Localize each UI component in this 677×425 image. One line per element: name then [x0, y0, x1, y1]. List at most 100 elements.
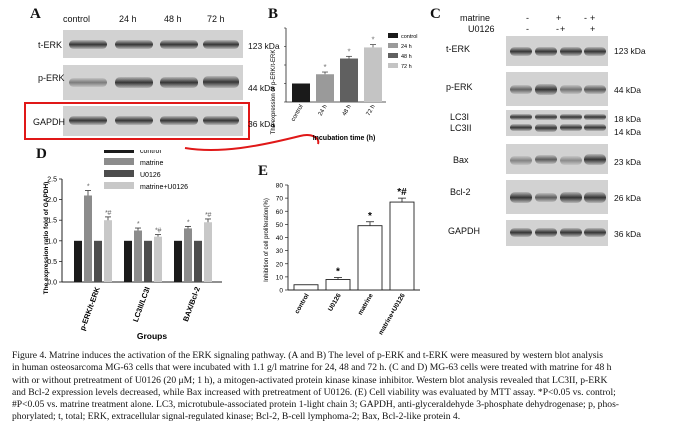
y-tick-label: 80	[276, 183, 284, 190]
lane-label: control	[63, 14, 91, 24]
x-tick-label: p-ERK/t-ERK	[78, 285, 102, 332]
bar	[184, 228, 192, 282]
legend-swatch	[104, 150, 134, 153]
figure-caption: Figure 4. Matrine induces the activation…	[12, 350, 672, 424]
significance-marker: *	[323, 63, 326, 72]
x-tick-label: matrine	[357, 292, 375, 316]
significance-marker: *#	[105, 210, 112, 217]
row-label: Bax	[453, 155, 469, 165]
kda-label: 14 kDa	[614, 127, 641, 137]
sign: +	[560, 24, 566, 34]
panel-e-letter: E	[258, 163, 269, 179]
bar	[325, 279, 351, 291]
legend-swatch	[388, 43, 398, 48]
panel-b-letter: B	[268, 6, 279, 22]
y-tick-label: 0	[279, 288, 283, 295]
caption-line: in human osteosarcoma MG-63 cells that w…	[12, 362, 612, 374]
significance-marker: *	[368, 211, 372, 222]
kda-label: 23 kDa	[614, 157, 641, 167]
row-label: t-ERK	[446, 44, 471, 54]
bar	[357, 225, 383, 291]
blot-bcl2-c	[506, 180, 608, 214]
x-tick-label: control	[294, 292, 311, 315]
y-tick-label: 20	[276, 261, 284, 268]
row-label: p-ERK	[38, 73, 65, 83]
y-tick-label: 30	[276, 248, 284, 255]
caption-line: with or without pretreatment of U0126 (2…	[12, 374, 608, 386]
bars: control * 24 h * 48 h * 72 h	[291, 36, 382, 123]
bars: * *# p-ERK/t-ERK * *# LC3II/LC3I * *# BAX/Bcl-2	[74, 184, 212, 332]
x-axis-label: Incubation time (h)	[313, 135, 376, 142]
bar	[204, 222, 212, 282]
bar	[293, 284, 319, 291]
x-tick-label: 72 h	[366, 104, 377, 117]
y-tick-label: 0.0	[47, 280, 57, 287]
bar	[194, 240, 202, 282]
bars: control * U0126 * matrine *# matrine+U0126	[293, 187, 415, 336]
legend-label: 48 h	[401, 54, 412, 60]
x-tick-label: control	[291, 104, 305, 123]
highlight-box	[24, 102, 250, 140]
sign: -	[526, 13, 529, 23]
lane-label: 72 h	[207, 14, 225, 24]
sign: -	[526, 24, 529, 34]
blot-gapdh-c	[506, 220, 608, 246]
legend: control matrine U0126 matrine+U0126	[104, 150, 188, 191]
panel-a-letter: A	[30, 6, 41, 22]
treatment-label: U0126	[468, 24, 495, 34]
y-tick-label: 2.0	[47, 197, 57, 204]
kda-label: 123 kDa	[614, 46, 646, 56]
bar	[94, 240, 102, 282]
legend-label: matrine+U0126	[140, 184, 188, 191]
blot-bax-c	[506, 144, 608, 174]
row-label: t-ERK	[38, 40, 63, 50]
bar	[389, 201, 415, 291]
row-label: GAPDH	[33, 117, 66, 127]
panel-d-letter: D	[36, 146, 47, 162]
significance-marker: *	[187, 219, 190, 226]
caption-line: phorylated; t, total; ERK, extracellular…	[12, 411, 461, 423]
legend-label: control	[140, 150, 161, 155]
x-tick-label: LC3II/LC3I	[131, 286, 152, 324]
blot-p-erk-c	[506, 72, 608, 106]
legend-swatch	[388, 53, 398, 58]
legend-label: control	[401, 34, 418, 40]
bar	[144, 240, 152, 282]
legend-label: matrine	[140, 160, 163, 167]
bar	[84, 195, 92, 282]
bar	[104, 220, 112, 282]
panel-c-letter: C	[430, 6, 441, 22]
bar	[154, 236, 162, 282]
row-label: GAPDH	[448, 226, 481, 236]
y-axis-label: The expression of p-ERK/t-ERK	[271, 50, 277, 135]
sign: -	[556, 24, 559, 34]
blot-lc3-c	[506, 110, 608, 136]
blot-t-erk-c	[506, 36, 608, 66]
y-tick-label: 2.5	[47, 177, 57, 184]
significance-marker: *	[347, 47, 350, 56]
lane-label: 48 h	[164, 14, 182, 24]
significance-marker: *#	[397, 187, 407, 198]
bar	[316, 74, 334, 102]
x-axis-label: Groups	[137, 331, 167, 341]
chart-b: The expression of p-ERK/t-ERK control * 24…	[271, 27, 418, 142]
y-tick-label: 1.0	[47, 238, 57, 245]
lane-label: 24 h	[119, 14, 137, 24]
bar	[174, 240, 182, 282]
x-tick-label: 48 h	[342, 104, 353, 117]
kda-label: 44 kDa	[248, 83, 275, 93]
sign: +	[590, 24, 596, 34]
x-tick-label: BAX/Bcl-2	[181, 286, 202, 323]
sign: -	[584, 13, 587, 23]
kda-label: 36 kDa	[614, 229, 641, 239]
chart-d: The expression ratio fold of GAPDH) 0.0 0…	[43, 150, 222, 341]
kda-label: 26 kDa	[614, 193, 641, 203]
bar	[340, 58, 358, 102]
chart-e: Inhibition of cell proliferation(%) 0 10 2…	[264, 183, 420, 336]
significance-marker: *	[371, 36, 374, 45]
significance-marker: *	[137, 221, 140, 228]
y-tick-label: 60	[276, 209, 284, 216]
x-tick-label: matrine+U0126	[377, 292, 406, 336]
legend-swatch	[104, 170, 134, 177]
y-tick-label: 40	[276, 235, 284, 242]
